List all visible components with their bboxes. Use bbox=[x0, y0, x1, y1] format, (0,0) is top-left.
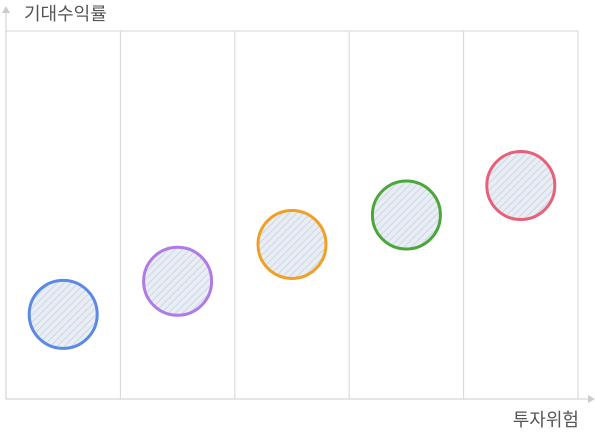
grid bbox=[6, 30, 579, 399]
data-points bbox=[27, 150, 557, 350]
data-point bbox=[27, 278, 99, 350]
data-point bbox=[256, 208, 328, 280]
y-axis-title: 기대수익률 bbox=[24, 4, 107, 25]
data-point bbox=[370, 179, 442, 251]
data-point bbox=[142, 245, 214, 317]
y-axis-arrow-icon bbox=[2, 6, 10, 13]
axes bbox=[2, 6, 595, 403]
x-axis-arrow-icon bbox=[588, 395, 595, 403]
x-axis-title: 투자위험 bbox=[513, 410, 579, 430]
data-point bbox=[485, 150, 557, 222]
